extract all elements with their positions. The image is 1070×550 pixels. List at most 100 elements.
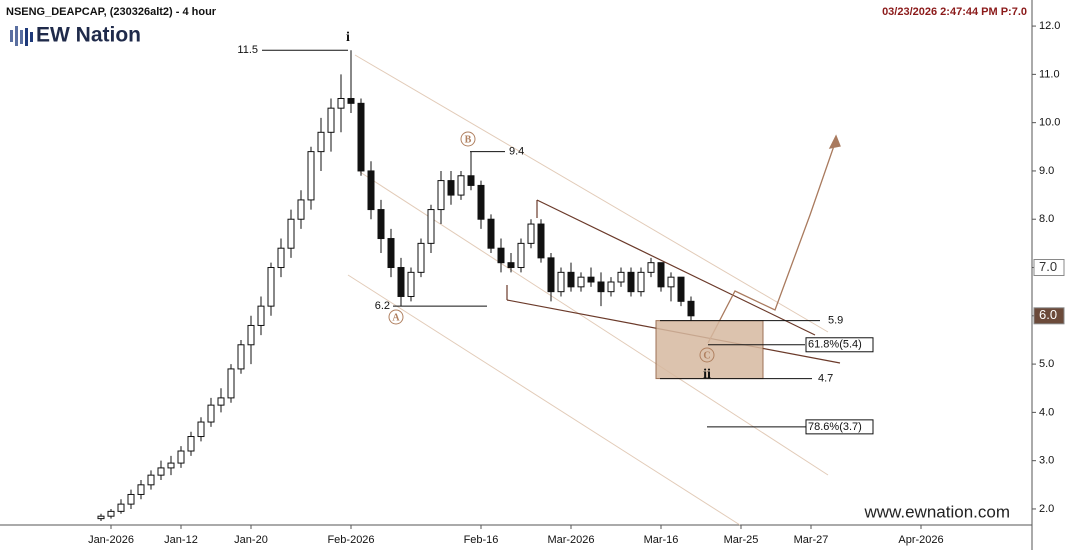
candle-body (407, 271, 415, 297)
candle-body (417, 242, 425, 273)
candle-body (497, 247, 505, 264)
candle-body (377, 209, 385, 240)
candle-body (617, 271, 625, 283)
candle-body (427, 209, 435, 244)
candle-body (187, 436, 195, 452)
candle-body (487, 218, 495, 249)
candle-body (537, 223, 545, 259)
candle-body (637, 271, 645, 293)
level-label: 78.6%(3.7) (808, 421, 862, 433)
candle-body (177, 450, 185, 464)
candle-body (267, 267, 275, 307)
level-label: 4.7 (818, 372, 833, 384)
candle-body (557, 271, 565, 293)
candle-body (687, 300, 695, 317)
x-tick-label: Mar-16 (644, 534, 679, 546)
candle-body (657, 262, 665, 288)
x-tick-label: Jan-12 (164, 534, 198, 546)
candle-body (327, 107, 335, 133)
candle-body (247, 324, 255, 346)
candle-body (447, 180, 455, 196)
y-tick-label: 8.0 (1039, 213, 1054, 225)
candle-body (277, 247, 285, 269)
y-tick-label: 2.0 (1039, 503, 1054, 515)
y-tick-label: 11.0 (1039, 68, 1060, 80)
candle-body (387, 238, 395, 269)
wave-label: C (703, 350, 710, 361)
brand: EW Nation (36, 24, 141, 47)
price-tag (1033, 259, 1065, 277)
candle-body (477, 184, 485, 220)
candle-body (227, 368, 235, 399)
candle-body (137, 484, 145, 495)
level-box (805, 419, 874, 435)
wave-circle (460, 131, 476, 147)
candle-body (357, 102, 365, 172)
candle-body (567, 271, 575, 288)
candle-body (437, 180, 445, 211)
y-tick-label: 5.0 (1039, 358, 1054, 370)
level-label: 5.9 (828, 315, 843, 327)
logo-icon (10, 26, 33, 46)
watermark: www.ewnation.com (863, 502, 1010, 521)
candle-body (287, 218, 295, 249)
timestamp: 03/23/2026 2:47:44 PM P:7.0 (882, 6, 1027, 18)
candle-body (507, 262, 515, 269)
y-tick-label: 4.0 (1039, 406, 1054, 418)
candle-body (167, 462, 175, 469)
candle-body (587, 276, 595, 283)
candle-body (547, 257, 555, 293)
candle-body (207, 404, 215, 423)
y-tick-label: 10.0 (1039, 117, 1060, 129)
candle-body (257, 305, 265, 326)
candle-body (597, 281, 605, 293)
candle-body (467, 175, 475, 186)
candle-body (237, 344, 245, 370)
channel-lines (347, 54, 829, 526)
x-tick-label: Mar-25 (724, 534, 759, 546)
candle-body (117, 503, 125, 512)
wave-circle (388, 309, 404, 325)
candle-body (627, 271, 635, 293)
x-tick-label: Apr-2026 (898, 534, 943, 546)
candle-body (677, 276, 685, 302)
candle-body (147, 474, 155, 486)
level-label: 61.8%(5.4) (808, 339, 862, 351)
candle-body (97, 515, 105, 520)
price-tag (1033, 307, 1065, 325)
candle-body (527, 223, 535, 244)
candle-body (517, 242, 525, 269)
candle-body (127, 493, 135, 505)
wave-label: ii (703, 367, 711, 382)
candle-body (197, 421, 205, 438)
candle-body (337, 98, 345, 109)
candle-body (457, 175, 465, 196)
y-tick-label: 12.0 (1039, 20, 1060, 32)
x-tick-label: Feb-16 (464, 534, 499, 546)
candle-body (667, 276, 675, 288)
candle-body (307, 151, 315, 201)
x-tick-label: Jan-2026 (88, 534, 134, 546)
candle-body (297, 199, 305, 220)
level-label: 6.2 (375, 300, 390, 312)
candle-body (157, 467, 165, 476)
candle-body (577, 276, 585, 288)
wave-circle (699, 347, 715, 363)
wave-label: A (392, 312, 400, 323)
candle-body (647, 262, 655, 273)
x-tick-label: Mar-2026 (547, 534, 594, 546)
symbol: NSENG_DEAPCAP, (230326alt2) - 4 hour (6, 6, 217, 18)
level-label: 11.5 (237, 44, 258, 56)
x-tick-label: Jan-20 (234, 534, 268, 546)
x-tick-label: Feb-2026 (327, 534, 374, 546)
candle-body (607, 281, 615, 293)
price-tag-label: 6.0 (1039, 307, 1057, 322)
price-tag-label: 7.0 (1039, 259, 1057, 274)
candle-body (317, 131, 325, 153)
y-tick-label: 3.0 (1039, 455, 1054, 467)
wave-label: i (346, 30, 350, 45)
candle-body (367, 170, 375, 211)
wave-label: B (465, 134, 472, 145)
level-label: 9.4 (509, 146, 524, 158)
x-tick-label: Mar-27 (794, 534, 829, 546)
